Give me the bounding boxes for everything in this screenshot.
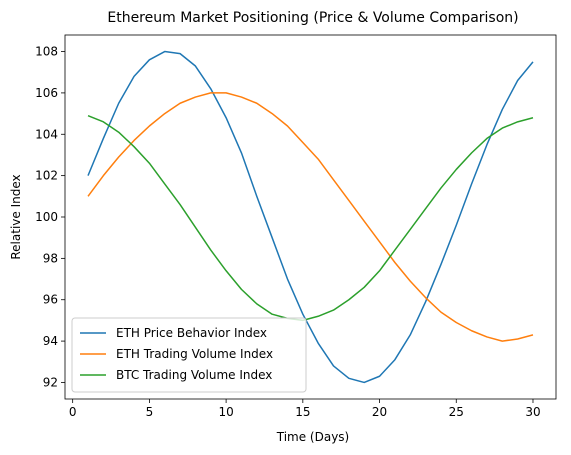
y-tick-label: 92 <box>43 375 58 389</box>
y-tick-label: 98 <box>43 251 58 265</box>
legend-label-1: ETH Price Behavior Index <box>116 326 267 340</box>
y-axis-ticks: 92 94 96 98 100 102 104 106 108 <box>35 45 65 389</box>
y-axis-label: Relative Index <box>9 174 23 259</box>
y-tick-label: 108 <box>35 45 58 59</box>
plot-area <box>87 50 534 384</box>
series-line-1 <box>87 50 534 384</box>
legend-label-2: ETH Trading Volume Index <box>116 347 273 361</box>
x-tick-label: 25 <box>449 405 464 419</box>
axes-frame <box>64 34 557 400</box>
y-tick-label: 100 <box>35 210 58 224</box>
legend-label-3: BTC Trading Volume Index <box>116 368 272 382</box>
y-tick-label: 106 <box>35 86 58 100</box>
legend-box <box>71 317 307 393</box>
y-tick-label: 104 <box>35 127 58 141</box>
x-axis-ticks: 0 5 10 15 20 25 30 <box>69 399 541 419</box>
series-line-3 <box>87 114 534 322</box>
series-line-2 <box>87 92 534 342</box>
y-tick-label: 102 <box>35 169 58 183</box>
legend: ETH Price Behavior Index ETH Trading Volu… <box>71 317 307 393</box>
x-tick-label: 15 <box>295 405 310 419</box>
x-tick-label: 30 <box>525 405 540 419</box>
x-tick-label: 5 <box>146 405 154 419</box>
x-axis-label: Time (Days) <box>276 430 350 444</box>
chart-title: Ethereum Market Positioning (Price & Vol… <box>107 10 518 26</box>
x-tick-label: 10 <box>218 405 233 419</box>
x-tick-label: 0 <box>69 405 77 419</box>
y-tick-label: 94 <box>43 334 58 348</box>
y-tick-label: 96 <box>43 293 58 307</box>
x-tick-label: 20 <box>372 405 387 419</box>
